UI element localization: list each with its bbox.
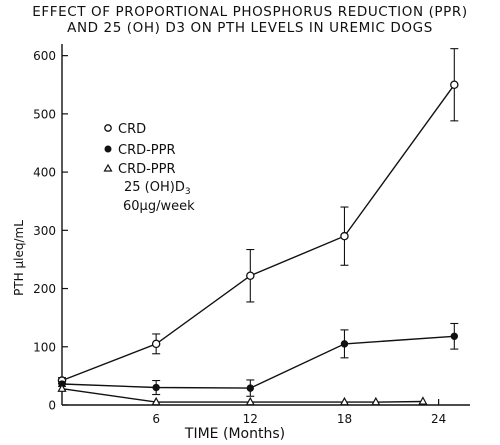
data-point-open-circle [246, 271, 255, 280]
series-group [58, 322, 459, 397]
data-point-open-triangle [57, 383, 67, 392]
series-group [57, 48, 459, 385]
data-point-open-triangle [151, 396, 161, 406]
x-tick-label: 18 [337, 412, 352, 426]
legend-label-crd: CRD [118, 122, 146, 137]
legend-marker-crd-ppr-oh [103, 163, 113, 172]
series-layer [57, 48, 459, 406]
x-tick-label: 6 [152, 412, 160, 426]
x-tick-label: 12 [243, 412, 258, 426]
y-axis-label: PTH μleq/mL [12, 220, 26, 296]
legend-label-crd-ppr: CRD-PPR [118, 143, 176, 158]
series-line [61, 335, 455, 389]
chart-title-line-2: AND 25 (OH) D3 ON PTH LEVELS IN UREMIC D… [67, 20, 433, 36]
data-point-open-triangle [371, 396, 381, 406]
axes-layer: 0 100 200 300 400 500 600 6 12 18 24 [33, 44, 470, 426]
data-point-filled-circle [246, 384, 255, 392]
legend-label-oh-subscript: 3 [185, 187, 191, 197]
legend-label-crd-ppr-oh-line-1: CRD-PPR [118, 162, 176, 177]
data-point-filled-circle [340, 340, 349, 348]
y-tick-label: 600 [33, 49, 56, 63]
y-tick-label: 0 [48, 399, 56, 413]
y-tick-label: 300 [33, 224, 56, 238]
chart-title: EFFECT OF PROPORTIONAL PHOSPHORUS REDUCT… [0, 4, 500, 36]
data-point-filled-circle [152, 383, 160, 392]
data-point-open-triangle [245, 396, 255, 406]
y-tick-label: 500 [33, 107, 56, 121]
y-tick-label: 100 [33, 340, 56, 354]
data-point-open-circle [450, 80, 459, 90]
data-point-open-triangle [418, 396, 428, 405]
x-tick-label: 24 [431, 412, 446, 426]
legend-label-oh-text: 25 (OH)D [124, 180, 185, 195]
legend-label-crd-ppr-oh-line-2: 25 (OH)D3 [124, 180, 191, 197]
chart-title-line-1: EFFECT OF PROPORTIONAL PHOSPHORUS REDUCT… [32, 4, 468, 20]
legend-marker-crd-ppr [104, 145, 112, 153]
data-point-open-circle [340, 231, 349, 241]
x-axis-label: TIME (Months) [184, 426, 285, 442]
legend-layer: CRD CRD-PPR CRD-PPR 25 (OH)D3 60μg/week [103, 122, 195, 214]
data-point-filled-circle [450, 332, 459, 340]
legend-marker-crd [104, 124, 112, 132]
legend-label-crd-ppr-oh-line-3: 60μg/week [123, 199, 195, 214]
y-tick-label: 200 [33, 282, 56, 296]
series-line [61, 388, 423, 403]
series-group [57, 383, 428, 406]
y-tick-label: 400 [33, 166, 56, 180]
data-point-open-circle [151, 339, 161, 349]
data-point-open-triangle [339, 396, 350, 406]
